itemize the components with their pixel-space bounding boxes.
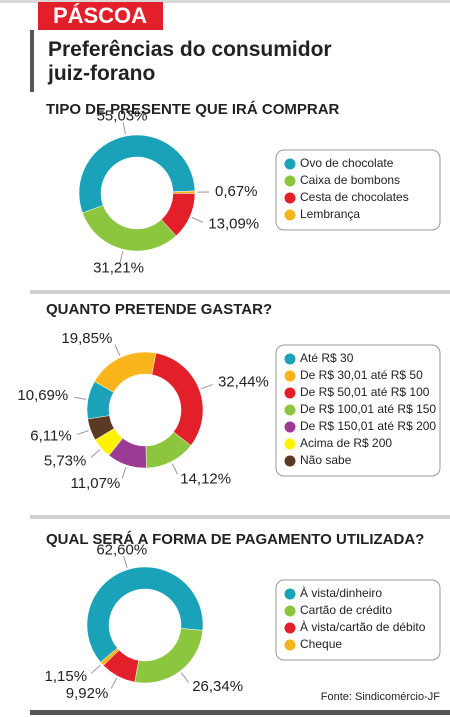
legend-swatch [284,175,296,187]
leader-line [74,396,87,400]
leader-line [91,664,101,674]
legend-label: Cesta de chocolates [300,190,409,204]
legend-swatch [284,158,296,170]
value-label: 13,09% [208,216,259,233]
legend-label: Caixa de bombons [300,173,400,187]
value-label: 14,12% [180,471,231,488]
tag: PÁSCOA [53,3,147,28]
legend-label: Lembrança [300,207,360,221]
donut-slice [86,566,204,663]
leader-line [121,466,127,479]
legend-swatch [284,455,296,467]
leader-line [114,344,121,356]
legend-label: De R$ 150,01 até R$ 200 [300,419,436,433]
value-label: 10,69% [17,387,68,404]
legend-swatch [284,605,296,617]
legend-label: De R$ 30,01 até R$ 50 [300,368,423,382]
chart-title: TIPO DE PRESENTE QUE IRÁ COMPRAR [46,101,340,118]
chart-title: QUANTO PRETENDE GASTAR? [46,301,272,318]
value-label: 19,85% [61,330,112,347]
leader-line [180,672,189,683]
value-label: 0,67% [215,183,258,200]
legend-label: De R$ 50,01 até R$ 100 [300,385,430,399]
legend-swatch [284,421,296,433]
legend-swatch [284,404,296,416]
value-label: 5,73% [44,452,87,469]
legend-box [275,344,441,477]
value-label: 31,21% [93,260,144,277]
donut-slice [172,190,196,194]
value-label: 32,44% [218,373,269,390]
donut-slice [87,415,115,441]
separator [30,515,450,519]
value-label: 9,92% [66,685,109,702]
legend-label: Cheque [300,637,342,651]
legend-swatch [284,588,296,600]
value-label: 26,34% [192,678,243,695]
legend-label: Não sabe [300,453,352,467]
leader-line [90,449,101,458]
value-label: 6,11% [30,428,71,445]
legend-label: À vista/dinheiro [300,585,382,600]
legend-box [275,579,441,661]
title: Preferências do consumidor juiz-forano [48,38,332,85]
source: Fonte: Sindicomércio-JF [321,691,440,703]
legend-swatch [284,387,296,399]
tag-box [38,2,163,30]
value-label: 1,15% [45,668,88,685]
donut-slice [78,134,196,214]
legend-swatch [284,639,296,651]
legend-label: Ovo de chocolate [300,156,394,170]
leader-line [191,216,203,223]
donut-slice [100,647,120,666]
leader-line [122,122,126,135]
legend-swatch [284,438,296,450]
legend-swatch [284,192,296,204]
legend-label: Acima de R$ 200 [300,436,392,450]
legend-swatch [284,353,296,365]
legend-label: À vista/cartão de débito [300,619,426,634]
legend-swatch [284,622,296,634]
leader-line [200,384,213,390]
legend-box [275,149,441,231]
legend-label: Cartão de crédito [300,603,392,617]
value-label: 55,03% [97,107,148,124]
chart-title: QUAL SERÁ A FORMA DE PAGAMENTO UTILIZADA… [46,531,424,548]
legend-label: Até R$ 30 [300,351,354,365]
leader-line [110,677,118,689]
top-border [0,0,450,3]
leader-line [119,251,124,264]
value-label: 11,07% [71,475,121,492]
leader-line [77,430,89,436]
legend-label: De R$ 100,01 até R$ 150 [300,402,436,416]
bottom-bar [30,710,450,715]
leader-line [171,463,178,475]
title-bar [30,30,34,92]
legend-swatch [284,209,296,221]
legend-swatch [284,370,296,382]
leader-line [123,556,128,568]
value-label: 62,60% [96,542,147,559]
separator [30,290,450,294]
